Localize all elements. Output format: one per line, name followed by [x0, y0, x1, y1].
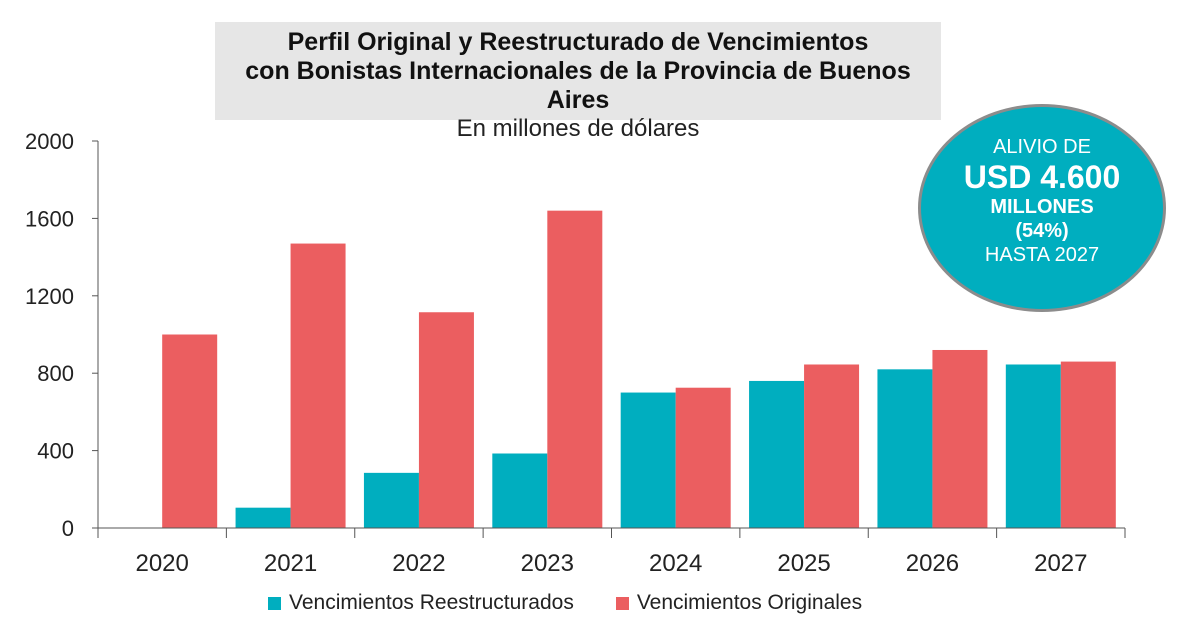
legend-swatch-original: [615, 596, 629, 610]
badge-amount: USD 4.600: [963, 159, 1121, 195]
legend-swatch-restructured: [268, 596, 281, 610]
legend-item-original[interactable]: Vencimientos Originales: [615, 591, 863, 615]
bar-original-2024: [675, 387, 731, 528]
bar-restructured-2021: [235, 507, 291, 528]
bar-restructured-2023: [492, 453, 548, 528]
bar-original-2023: [547, 210, 603, 528]
y-tick-label: 2000: [25, 129, 74, 154]
x-tick-label-2020: 2020: [135, 550, 188, 577]
x-tick-label-2021: 2021: [264, 550, 317, 577]
chart-legend: Vencimientos Reestructurados Vencimiento…: [268, 589, 904, 617]
x-tick-label-2024: 2024: [649, 550, 702, 577]
y-tick-label: 1200: [25, 284, 74, 309]
x-tick-label-2025: 2025: [777, 550, 830, 577]
y-tick-label: 1600: [25, 206, 74, 231]
x-tick-label-2022: 2022: [392, 550, 445, 577]
bar-restructured-2026: [877, 369, 933, 528]
bar-restructured-2025: [749, 380, 805, 528]
bar-original-2025: [804, 364, 860, 528]
y-tick-label: 800: [37, 361, 74, 386]
legend-item-restructured[interactable]: Vencimientos Reestructurados: [268, 591, 574, 615]
y-tick-label: 0: [62, 516, 74, 541]
bar-restructured-2022: [363, 472, 419, 528]
y-tick-label: 400: [37, 439, 74, 464]
x-tick-label-2027: 2027: [1034, 550, 1087, 577]
x-tick-label-2023: 2023: [521, 550, 574, 577]
bar-original-2027: [1060, 361, 1116, 528]
bar-restructured-2024: [620, 392, 676, 528]
chart-title-line-1: Perfil Original y Reestructurado de Venc…: [287, 28, 869, 56]
bar-original-2021: [290, 243, 346, 528]
relief-badge: ALIVIO DE USD 4.600 MILLONES (54%) HASTA…: [918, 104, 1166, 312]
bar-original-2026: [932, 349, 988, 528]
chart-title-line-2: con Bonistas Internacionales de la Provi…: [245, 57, 911, 114]
legend-label-original: Vencimientos Originales: [636, 591, 863, 614]
badge-percent: (54%): [1015, 220, 1069, 242]
chart-subtitle: En millones de dólares: [456, 115, 700, 142]
x-tick-label-2026: 2026: [906, 550, 959, 577]
badge-line-5: HASTA 2027: [984, 244, 1100, 266]
badge-line-3: MILLONES: [990, 196, 1094, 218]
bar-restructured-2027: [1005, 364, 1061, 528]
legend-label-restructured: Vencimientos Reestructurados: [289, 591, 574, 614]
bar-original-2022: [418, 312, 474, 528]
chart-title-box: Perfil Original y Reestructurado de Venc…: [215, 22, 941, 142]
bar-original-2020: [162, 334, 218, 528]
badge-line-1: ALIVIO DE: [993, 136, 1091, 158]
